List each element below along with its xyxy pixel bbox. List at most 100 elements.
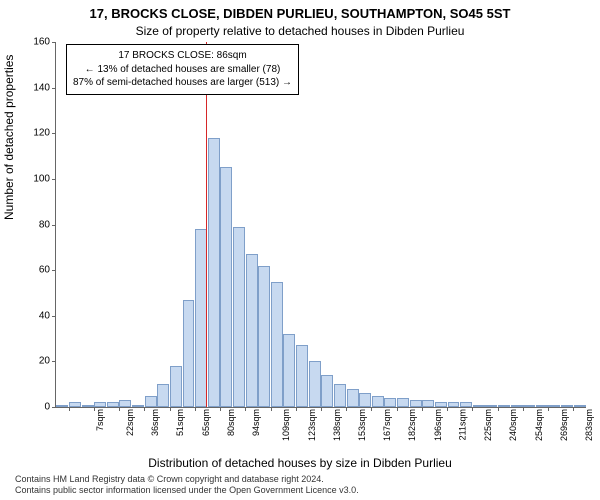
x-tick-mark [472,407,473,411]
histogram-bar [561,405,573,407]
histogram-bar [157,384,169,407]
x-tick-label: 65sqm [201,409,211,436]
histogram-bar [119,400,131,407]
x-tick-mark [422,407,423,411]
x-tick-mark [498,407,499,411]
histogram-bar [69,402,81,407]
histogram-bar [410,400,422,407]
x-tick-label: 240sqm [508,409,518,441]
x-tick-mark [371,407,372,411]
y-tick-label: 20 [39,356,56,367]
x-tick-label: 211sqm [457,409,467,440]
marker-line [206,42,207,407]
x-tick-mark [119,407,120,411]
x-tick-label: 225sqm [483,409,493,441]
x-tick-label: 36sqm [150,409,160,436]
x-tick-label: 22sqm [125,409,135,436]
x-tick-label: 109sqm [281,409,291,441]
y-tick-label: 40 [39,310,56,321]
histogram-bar [384,398,396,407]
histogram-bar [448,402,460,407]
histogram-bar [82,405,94,407]
info-line1: 17 BROCKS CLOSE: 86sqm [73,49,292,63]
x-tick-label: 254sqm [534,409,544,441]
y-tick-label: 60 [39,265,56,276]
y-tick-label: 0 [44,402,56,413]
histogram-bar [548,405,560,407]
plot-area: 17 BROCKS CLOSE: 86sqm ← 13% of detached… [55,42,586,408]
histogram-bar [271,282,283,407]
x-tick-mark [170,407,171,411]
histogram-bar [233,227,245,407]
histogram-bar [334,384,346,407]
x-tick-mark [573,407,574,411]
x-tick-label: 182sqm [408,409,418,441]
x-tick-label: 167sqm [382,409,392,441]
info-line2: ← 13% of detached houses are smaller (78… [73,63,292,77]
x-tick-mark [245,407,246,411]
histogram-bar [397,398,409,407]
chart-container: 17, BROCKS CLOSE, DIBDEN PURLIEU, SOUTHA… [0,0,600,500]
x-tick-label: 269sqm [559,409,569,441]
x-tick-label: 153sqm [357,409,367,441]
histogram-bar [372,396,384,407]
x-tick-mark [346,407,347,411]
x-tick-label: 123sqm [307,409,317,441]
histogram-bar [460,402,472,407]
y-tick-label: 100 [33,173,56,184]
histogram-bar [208,138,220,407]
histogram-bar [321,375,333,407]
x-tick-label: 80sqm [226,409,236,436]
histogram-bar [359,393,371,407]
y-tick-label: 140 [33,82,56,93]
histogram-bar [246,254,258,407]
x-tick-mark [397,407,398,411]
x-tick-mark [296,407,297,411]
histogram-bar [220,167,232,407]
histogram-bar [422,400,434,407]
x-tick-mark [94,407,95,411]
histogram-bar [536,405,548,407]
histogram-bar [309,361,321,407]
chart-title-line1: 17, BROCKS CLOSE, DIBDEN PURLIEU, SOUTHA… [0,6,600,21]
x-axis-label: Distribution of detached houses by size … [0,456,600,470]
x-tick-mark [548,407,549,411]
x-tick-label: 138sqm [332,409,342,441]
histogram-bar [183,300,195,407]
chart-title-line2: Size of property relative to detached ho… [0,24,600,38]
histogram-bar [435,402,447,407]
marker-info-box: 17 BROCKS CLOSE: 86sqm ← 13% of detached… [66,44,299,95]
footer-line1: Contains HM Land Registry data © Crown c… [15,474,359,485]
x-tick-label: 196sqm [433,409,443,441]
x-tick-mark [271,407,272,411]
x-tick-mark [447,407,448,411]
footer: Contains HM Land Registry data © Crown c… [15,474,359,496]
x-tick-label: 94sqm [251,409,261,436]
histogram-bar [347,389,359,407]
histogram-bar [511,405,523,407]
histogram-bar [94,402,106,407]
histogram-bar [473,405,485,407]
x-tick-mark [195,407,196,411]
y-axis-label: Number of detached properties [2,55,16,220]
histogram-bar [258,266,270,407]
y-tick-label: 120 [33,128,56,139]
histogram-bar [498,405,510,407]
x-tick-label: 283sqm [584,409,594,441]
x-tick-label: 51sqm [175,409,185,436]
bars-layer [56,42,586,407]
footer-line2: Contains public sector information licen… [15,485,359,496]
histogram-bar [145,396,157,407]
histogram-bar [107,402,119,407]
y-tick-label: 160 [33,37,56,48]
histogram-bar [170,366,182,407]
x-tick-mark [69,407,70,411]
histogram-bar [56,405,68,407]
histogram-bar [132,405,144,407]
histogram-bar [296,345,308,407]
y-tick-label: 80 [39,219,56,230]
histogram-bar [523,405,535,407]
x-tick-label: 7sqm [95,409,105,431]
histogram-bar [574,405,586,407]
x-tick-mark [144,407,145,411]
